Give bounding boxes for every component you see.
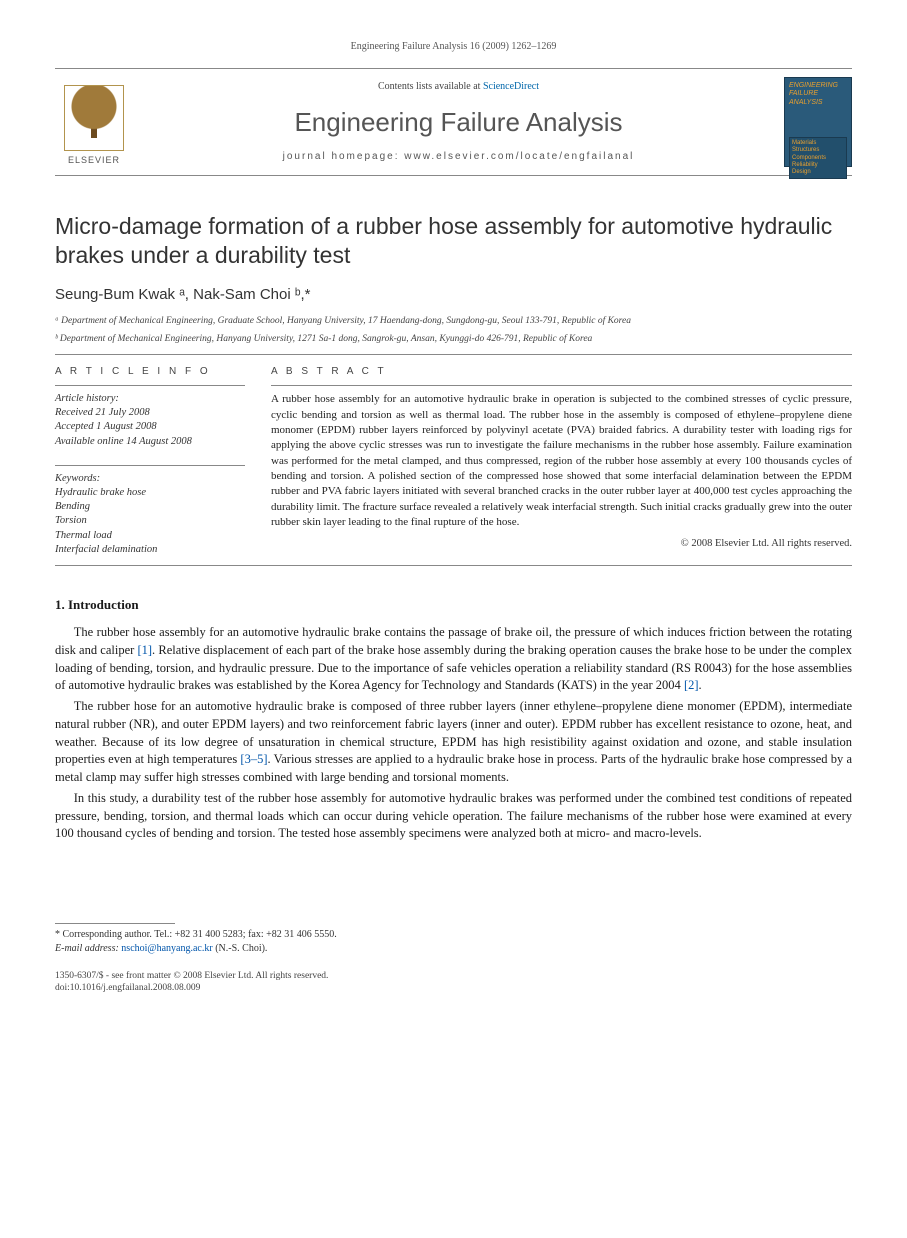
corresponding-author: * Corresponding author. Tel.: +82 31 400…	[55, 928, 852, 942]
cover-side-1: Materials	[792, 140, 844, 147]
keyword-3: Torsion	[55, 514, 245, 528]
affiliation-b: ᵇ Department of Mechanical Engineering, …	[55, 333, 852, 346]
authors: Seung-Bum Kwak ᵃ, Nak-Sam Choi ᵇ,*	[55, 284, 852, 305]
abstract-copyright: © 2008 Elsevier Ltd. All rights reserved…	[271, 537, 852, 552]
contents-available: Contents lists available at ScienceDirec…	[133, 80, 784, 94]
homepage-prefix: journal homepage:	[283, 151, 405, 162]
history-received: Received 21 July 2008	[55, 406, 245, 420]
intro-para-2: The rubber hose for an automotive hydrau…	[55, 698, 852, 787]
abstract-text: A rubber hose assembly for an automotive…	[271, 392, 852, 531]
history-accepted: Accepted 1 August 2008	[55, 420, 245, 434]
footnote-rule	[55, 923, 175, 924]
keyword-5: Interfacial delamination	[55, 543, 245, 557]
ref-2[interactable]: [2]	[684, 678, 699, 692]
section-1-head: 1. Introduction	[55, 596, 852, 614]
cover-side-3: Components	[792, 155, 844, 162]
keyword-1: Hydraulic brake hose	[55, 486, 245, 500]
ref-1[interactable]: [1]	[137, 643, 152, 657]
intro-para-3: In this study, a durability test of the …	[55, 790, 852, 843]
corresponding-email[interactable]: nschoi@hanyang.ac.kr	[121, 943, 212, 954]
article-title: Micro-damage formation of a rubber hose …	[55, 212, 852, 270]
keyword-4: Thermal load	[55, 529, 245, 543]
history-online: Available online 14 August 2008	[55, 435, 245, 449]
p1b: . Relative displacement of each part of …	[55, 643, 852, 693]
email-suffix: (N.-S. Choi).	[213, 943, 268, 954]
keywords-head: Keywords:	[55, 472, 245, 486]
journal-header: ELSEVIER Contents lists available at Sci…	[55, 68, 852, 176]
keyword-2: Bending	[55, 500, 245, 514]
affiliation-a: ᵃ Department of Mechanical Engineering, …	[55, 315, 852, 328]
divider-2	[55, 565, 852, 566]
cover-line-1: ENGINEERING	[789, 82, 847, 90]
article-info-head: A R T I C L E I N F O	[55, 365, 245, 379]
email-label: E-mail address:	[55, 943, 121, 954]
intro-para-1: The rubber hose assembly for an automoti…	[55, 624, 852, 695]
corresponding-email-line: E-mail address: nschoi@hanyang.ac.kr (N.…	[55, 942, 852, 956]
publisher-name: ELSEVIER	[68, 154, 120, 167]
cover-line-3: ANALYSIS	[789, 99, 847, 107]
journal-name: Engineering Failure Analysis	[133, 104, 784, 140]
divider	[55, 354, 852, 355]
cover-side-4: Reliability	[792, 162, 844, 169]
journal-homepage: journal homepage: www.elsevier.com/locat…	[133, 150, 784, 164]
cover-side-5: Design	[792, 169, 844, 176]
history-head: Article history:	[55, 392, 245, 406]
running-head: Engineering Failure Analysis 16 (2009) 1…	[55, 40, 852, 54]
contents-prefix: Contents lists available at	[378, 81, 483, 92]
journal-cover-thumb: ENGINEERING FAILURE ANALYSIS Materials S…	[784, 77, 852, 167]
doi-line: doi:10.1016/j.engfailanal.2008.08.009	[55, 982, 852, 994]
homepage-url: www.elsevier.com/locate/engfailanal	[404, 151, 634, 162]
front-matter-line: 1350-6307/$ - see front matter © 2008 El…	[55, 970, 852, 982]
elsevier-logo: ELSEVIER	[55, 77, 133, 167]
tree-icon	[64, 85, 124, 151]
cover-line-2: FAILURE	[789, 90, 847, 98]
cover-side-2: Structures	[792, 147, 844, 154]
ref-3-5[interactable]: [3–5]	[240, 752, 267, 766]
sciencedirect-link[interactable]: ScienceDirect	[483, 81, 539, 92]
abstract-head: A B S T R A C T	[271, 365, 852, 379]
p1c: .	[699, 678, 702, 692]
